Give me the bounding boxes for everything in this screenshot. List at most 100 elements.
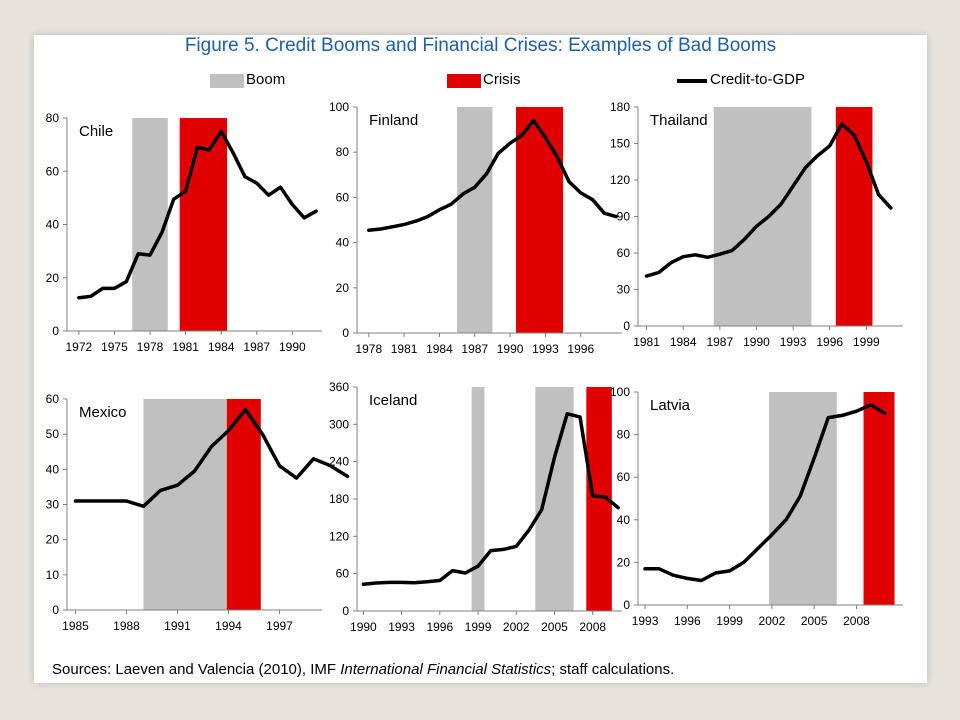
x-tick-label: 1987 — [706, 335, 733, 349]
credit-to-gdp-line — [77, 129, 318, 300]
panel-title: Latvia — [650, 397, 691, 414]
x-tick-label: 1972 — [66, 340, 93, 354]
y-tick-label: 60 — [46, 392, 60, 406]
x-tick-label: 1996 — [816, 335, 843, 349]
boom-band — [457, 107, 493, 333]
y-tick-label: 240 — [329, 455, 349, 469]
y-tick-label: 20 — [46, 533, 60, 547]
slide: Figure 5. Credit Booms and Financial Cri… — [34, 35, 927, 683]
x-tick-label: 1996 — [567, 342, 594, 356]
y-tick-label: 50 — [46, 427, 60, 441]
x-tick-label: 1996 — [674, 614, 701, 628]
y-tick-label: 80 — [617, 428, 631, 442]
credit-to-gdp-line — [73, 407, 350, 509]
figure-title: Figure 5. Credit Booms and Financial Cri… — [184, 35, 777, 56]
crisis-band — [226, 399, 261, 610]
x-tick-label: 1984 — [208, 340, 235, 354]
x-tick-label: 1981 — [172, 340, 199, 354]
x-tick-label: 1978 — [355, 342, 382, 356]
legend: Boom Crisis Credit-to-GDP — [34, 71, 927, 91]
x-tick-label: 1975 — [101, 340, 128, 354]
chart-panel-iceland: 0 60 120 180 240 300 360 1990 1993 1996 1999 2002 20… — [329, 380, 622, 634]
y-tick-label: 40 — [46, 462, 60, 476]
x-tick-label: 2005 — [801, 614, 828, 628]
x-tick-label: 1990 — [350, 620, 377, 634]
chart-panel-thailand: 0 30 60 90 120 150 180 1981 1984 1987 1990 1993 1996… — [610, 100, 903, 349]
chart-panel-latvia: 0 20 40 60 80 100 1993 1996 1999 2002 2005 2008 Latv… — [610, 385, 903, 628]
y-tick-label: 80 — [46, 111, 60, 125]
source-note: Sources: Laeven and Valencia (2010), IMF… — [52, 661, 674, 678]
y-tick-label: 180 — [329, 492, 349, 506]
x-tick-label: 1993 — [532, 342, 559, 356]
x-tick-label: 1990 — [497, 342, 524, 356]
y-tick-label: 0 — [623, 319, 630, 333]
credit-to-gdp-line — [361, 412, 620, 586]
y-tick-label: 60 — [336, 567, 350, 581]
panel-title: Iceland — [369, 392, 417, 409]
x-tick-label: 1999 — [716, 614, 743, 628]
y-tick-label: 20 — [336, 281, 350, 295]
boom-swatch — [210, 74, 244, 88]
credit-to-gdp-line — [644, 122, 893, 278]
x-tick-label: 1996 — [426, 620, 453, 634]
x-tick-label: 1994 — [215, 619, 242, 633]
x-tick-label: 1987 — [461, 342, 488, 356]
x-tick-label: 1993 — [780, 335, 807, 349]
credit-to-gdp-line — [643, 403, 887, 583]
y-tick-label: 30 — [46, 498, 60, 512]
crisis-band — [179, 118, 228, 331]
y-tick-label: 300 — [329, 417, 349, 431]
y-tick-label: 60 — [617, 246, 631, 260]
x-tick-label: 1988 — [113, 619, 140, 633]
chart-panels: 0 20 40 60 80 1972 1975 1978 1981 1984 1987 1990 Chi… — [46, 100, 903, 634]
x-tick-label: 1999 — [465, 620, 492, 634]
y-tick-label: 150 — [610, 137, 630, 151]
x-tick-label: 1990 — [279, 340, 306, 354]
boom-band — [132, 118, 168, 331]
panel-title: Thailand — [650, 112, 708, 129]
y-tick-label: 360 — [329, 380, 349, 394]
x-tick-label: 2008 — [579, 620, 606, 634]
y-tick-label: 0 — [342, 326, 349, 340]
x-tick-label: 2002 — [759, 614, 786, 628]
x-tick-label: 1999 — [853, 335, 880, 349]
chart-panel-mexico: 0 10 20 30 40 50 60 1985 1988 1991 1994 1997 Mexico — [46, 392, 350, 633]
y-tick-label: 120 — [329, 529, 349, 543]
x-tick-label: 1990 — [743, 335, 770, 349]
legend-label-credit-to-gdp: Credit-to-GDP — [710, 71, 806, 88]
source-suffix: ; staff calculations. — [551, 661, 675, 678]
y-tick-label: 0 — [342, 604, 349, 618]
x-tick-label: 2002 — [503, 620, 530, 634]
x-tick-label: 2008 — [843, 614, 870, 628]
crisis-band — [516, 107, 564, 333]
crisis-band — [835, 107, 873, 326]
x-tick-label: 1993 — [388, 620, 415, 634]
source-prefix: Sources: Laeven and Valencia (2010), IMF — [52, 661, 341, 678]
y-tick-label: 20 — [617, 555, 631, 569]
x-tick-label: 1991 — [164, 619, 191, 633]
y-tick-label: 40 — [46, 218, 60, 232]
x-tick-label: 1981 — [391, 342, 418, 356]
crisis-band — [863, 392, 895, 605]
y-tick-label: 0 — [52, 324, 59, 338]
x-tick-label: 1984 — [670, 335, 697, 349]
boom-band — [471, 387, 485, 611]
x-tick-label: 1981 — [633, 335, 660, 349]
x-tick-label: 1985 — [62, 619, 89, 633]
source-italic: International Financial Statistics — [340, 661, 552, 678]
y-tick-label: 0 — [623, 598, 630, 612]
x-tick-label: 1997 — [266, 619, 293, 633]
y-tick-label: 120 — [610, 173, 630, 187]
y-tick-label: 0 — [52, 603, 59, 617]
y-tick-label: 180 — [610, 100, 630, 114]
crisis-swatch — [447, 74, 481, 88]
panel-title: Finland — [369, 112, 418, 129]
chart-panel-finland: 0 20 40 60 80 100 1978 1981 1984 1987 1990 1993 1996… — [329, 100, 622, 356]
x-tick-label: 1993 — [632, 614, 659, 628]
credit-to-gdp-line — [367, 118, 618, 232]
x-tick-label: 1987 — [243, 340, 270, 354]
chart-panel-chile: 0 20 40 60 80 1972 1975 1978 1981 1984 1987 1990 Chi… — [46, 111, 322, 354]
x-tick-label: 1978 — [137, 340, 164, 354]
y-tick-label: 60 — [617, 470, 631, 484]
y-tick-label: 60 — [46, 164, 60, 178]
